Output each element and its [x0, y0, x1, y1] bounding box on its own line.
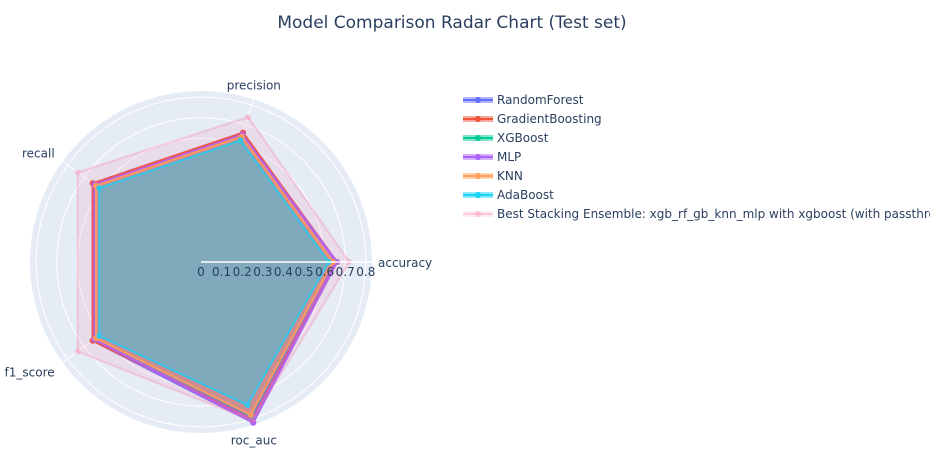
category-label-f1_score: f1_score: [5, 366, 55, 380]
radial-tick-label: 0.8: [356, 265, 375, 279]
data-point: [247, 411, 254, 418]
trace-adaboost: [96, 137, 332, 409]
legend-label: RandomForest: [497, 93, 584, 107]
legend[interactable]: RandomForest GradientBoosting XGBoost MLP KN…: [463, 93, 930, 221]
series-area: [98, 139, 330, 407]
legend-label: MLP: [497, 150, 521, 164]
radial-tick-label: 0.2: [233, 265, 252, 279]
category-label-roc_auc: roc_auc: [231, 434, 277, 448]
legend-marker: [475, 116, 481, 122]
radial-tick-label: 0: [197, 265, 205, 279]
legend-marker: [475, 173, 481, 179]
radial-tick-label: 0.7: [336, 265, 355, 279]
legend-label: Best Stacking Ensemble: xgb_rf_gb_knn_ml…: [497, 207, 930, 221]
legend-item[interactable]: KNN: [463, 169, 523, 183]
category-label-precision: precision: [227, 78, 281, 92]
legend-swatch: [463, 211, 493, 217]
legend-marker: [475, 154, 481, 160]
data-point: [96, 185, 103, 192]
data-point: [74, 348, 81, 355]
legend-item[interactable]: Best Stacking Ensemble: xgb_rf_gb_knn_ml…: [463, 207, 930, 221]
radial-tick-label: 0.5: [294, 265, 313, 279]
radial-tick-label: 0.3: [253, 265, 272, 279]
legend-item[interactable]: AdaBoost: [463, 188, 554, 202]
legend-marker: [475, 97, 481, 103]
category-label-recall: recall: [22, 146, 55, 160]
legend-label: AdaBoost: [497, 188, 554, 202]
legend-label: GradientBoosting: [497, 112, 602, 126]
data-point: [250, 419, 257, 426]
legend-marker: [475, 211, 481, 217]
data-point: [96, 332, 103, 339]
data-point: [245, 114, 252, 121]
legend-marker: [475, 135, 481, 141]
angular-axis-labels: accuracy precision recall f1_score roc_auc: [5, 78, 433, 447]
trace-best-stacking-ensemble: [74, 114, 353, 424]
data-point: [249, 417, 256, 424]
data-point: [244, 402, 251, 409]
legend-item[interactable]: MLP: [463, 150, 521, 164]
legend-item[interactable]: RandomForest: [463, 93, 584, 107]
legend-label: KNN: [497, 169, 523, 183]
category-label-accuracy: accuracy: [378, 256, 432, 270]
radial-tick-label: 0.4: [274, 265, 293, 279]
radial-tick-label: 0.1: [212, 265, 231, 279]
radial-axis: 0 0.1 0.2 0.3 0.4 0.5 0.6 0.7 0.8: [197, 261, 375, 279]
chart-title: Model Comparison Radar Chart (Test set): [277, 13, 626, 33]
legend-label: XGBoost: [497, 131, 549, 145]
data-point: [237, 137, 244, 144]
legend-item[interactable]: XGBoost: [463, 131, 549, 145]
data-point: [74, 169, 81, 176]
traces: [74, 114, 353, 426]
legend-marker: [475, 192, 481, 198]
legend-item[interactable]: GradientBoosting: [463, 112, 602, 126]
series-area: [76, 115, 351, 422]
radial-tick-label: 0.6: [315, 265, 334, 279]
